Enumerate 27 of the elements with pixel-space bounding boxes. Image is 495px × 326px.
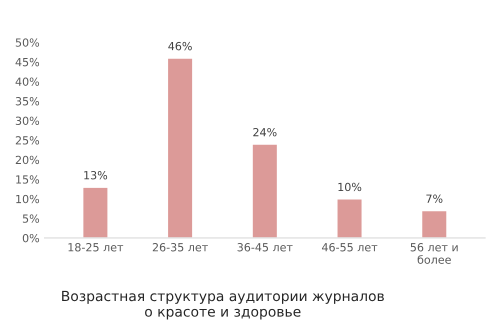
data-label: 24% [253,128,277,136]
bar [166,57,194,238]
text: Возрастная структура аудитории журналов о красоте и здоровье [62,290,384,320]
data-label: 13% [84,171,108,180]
bar [420,210,448,238]
x-tick-label: 46-55 лет [322,243,378,252]
y-tick-label: 10% [16,194,40,204]
y-tick-label: 50% [16,38,40,47]
y-tick-label: 5% [22,214,40,223]
y-tick-label: 30% [16,116,40,125]
y-tick-label: 35% [16,97,40,106]
y-tick-label: 15% [16,175,40,184]
bar [336,198,363,238]
bar [251,143,278,238]
data-label: 10% [338,182,362,192]
y-tick-label: 0% [22,234,40,242]
x-tick-label: 18-25 лет [68,243,124,252]
y-tick-label: 45% [16,58,40,66]
y-tick-label: 25% [16,136,40,145]
data-label: 46% [168,42,192,50]
x-tick-label: 56 лет и более [410,243,458,264]
data-label: 7% [426,194,442,203]
bar [82,186,109,238]
x-tick-label: 36-45 лет [238,243,293,252]
y-tick-label: 20% [16,156,40,164]
x-tick-label: 26-35 лет [152,243,208,252]
y-tick-label: 40% [16,77,40,86]
